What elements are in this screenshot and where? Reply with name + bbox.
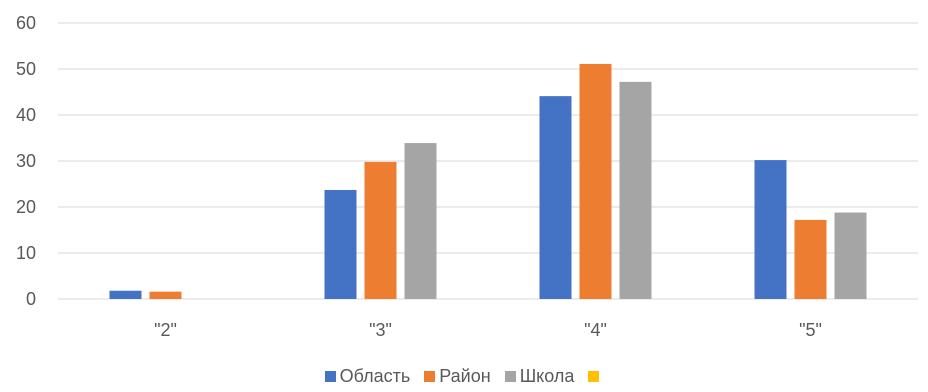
y-tick-label: 30	[16, 151, 36, 171]
x-axis-ticks: "2" "3" "4" "5"	[154, 320, 822, 340]
gridlines	[58, 22, 918, 300]
y-tick-label: 40	[16, 105, 36, 125]
legend-label: Область	[339, 366, 411, 386]
legend-swatch	[324, 371, 336, 382]
legend-swatch	[588, 371, 600, 382]
bar	[404, 143, 437, 299]
x-tick-label: "2"	[154, 320, 177, 340]
bar	[364, 161, 397, 299]
legend-label: Район	[439, 366, 491, 386]
y-axis-ticks: 0 10 20 30 40 50 60	[16, 13, 36, 309]
bar	[539, 96, 572, 299]
bar	[324, 189, 357, 299]
y-tick-label: 60	[16, 13, 36, 33]
y-tick-label: 0	[26, 289, 36, 309]
x-tick-label: "4"	[584, 320, 607, 340]
x-tick-label: "3"	[369, 320, 392, 340]
legend-item: Область	[324, 366, 411, 387]
bar	[794, 219, 827, 299]
y-tick-label: 10	[16, 243, 36, 263]
legend-swatch	[504, 371, 516, 382]
y-tick-label: 20	[16, 197, 36, 217]
bar	[149, 291, 182, 299]
bar	[834, 212, 867, 299]
y-tick-label: 50	[16, 59, 36, 79]
legend-swatch	[424, 371, 436, 382]
bar	[579, 63, 612, 299]
legend-item	[588, 371, 603, 382]
bar	[109, 290, 142, 299]
bar	[619, 81, 652, 299]
legend: Область Район Школа	[0, 366, 928, 387]
bar-chart: 0 10 20 30 40 50 60 "2" "3" "4" "5"	[16, 13, 918, 340]
bar	[754, 160, 787, 299]
x-tick-label: "5"	[799, 320, 822, 340]
legend-item: Школа	[504, 366, 575, 387]
legend-item: Район	[424, 366, 491, 387]
bars	[109, 63, 867, 299]
legend-label: Школа	[519, 366, 575, 386]
